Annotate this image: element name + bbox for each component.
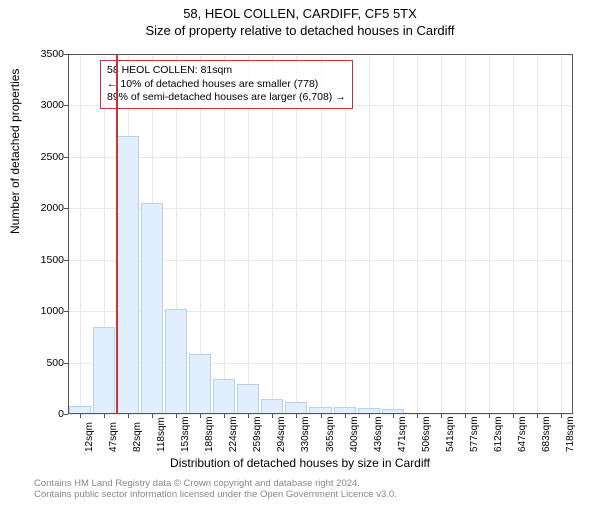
- x-tick-mark: [104, 414, 105, 418]
- x-tick-label: 471sqm: [397, 416, 408, 452]
- footnote-line2: Contains public sector information licen…: [34, 489, 397, 500]
- x-tick-mark: [441, 414, 442, 418]
- y-tick-mark: [64, 311, 68, 312]
- y-tick-label: 3000: [34, 99, 64, 111]
- x-tick-mark: [176, 414, 177, 418]
- histogram-bar: [309, 407, 331, 414]
- gridline-v: [561, 54, 562, 414]
- y-tick-label: 3500: [34, 48, 64, 60]
- x-tick-label: 647sqm: [517, 416, 528, 452]
- histogram-bar: [165, 309, 187, 414]
- histogram-bar: [285, 402, 307, 414]
- x-tick-label: 436sqm: [373, 416, 384, 452]
- histogram-bar: [213, 379, 235, 414]
- x-tick-label: 541sqm: [445, 416, 456, 452]
- y-tick-mark: [64, 208, 68, 209]
- x-tick-mark: [393, 414, 394, 418]
- gridline-v: [80, 54, 81, 414]
- x-tick-label: 82sqm: [132, 422, 143, 452]
- gridline-v: [417, 54, 418, 414]
- y-tick-label: 1500: [34, 254, 64, 266]
- y-axis-label: Number of detached properties: [8, 69, 22, 234]
- x-tick-mark: [321, 414, 322, 418]
- x-tick-label: 506sqm: [421, 416, 432, 452]
- annotation-line1: 58 HEOL COLLEN: 81sqm: [107, 64, 346, 78]
- x-axis-label: Distribution of detached houses by size …: [0, 456, 600, 470]
- gridline-v: [369, 54, 370, 414]
- x-tick-mark: [345, 414, 346, 418]
- gridline-v: [537, 54, 538, 414]
- y-tick-label: 500: [34, 357, 64, 369]
- annotation-line2: ← 10% of detached houses are smaller (77…: [107, 78, 346, 92]
- x-tick-mark: [128, 414, 129, 418]
- x-tick-label: 259sqm: [252, 416, 263, 452]
- y-tick-mark: [64, 54, 68, 55]
- y-tick-label: 1000: [34, 305, 64, 317]
- x-tick-mark: [152, 414, 153, 418]
- x-tick-mark: [200, 414, 201, 418]
- gridline-v: [513, 54, 514, 414]
- histogram-bar: [93, 327, 115, 414]
- x-tick-label: 577sqm: [469, 416, 480, 452]
- x-tick-mark: [489, 414, 490, 418]
- histogram-bar: [261, 399, 283, 414]
- x-tick-mark: [248, 414, 249, 418]
- histogram-bar: [69, 406, 91, 414]
- y-tick-mark: [64, 363, 68, 364]
- annotation-line3: 89% of semi-detached houses are larger (…: [107, 91, 346, 105]
- page-title-line2: Size of property relative to detached ho…: [0, 23, 600, 38]
- gridline-v: [393, 54, 394, 414]
- x-tick-mark: [272, 414, 273, 418]
- x-tick-label: 718sqm: [565, 416, 576, 452]
- x-tick-mark: [80, 414, 81, 418]
- histogram-bar: [117, 136, 139, 414]
- y-tick-mark: [64, 157, 68, 158]
- histogram-bar: [141, 203, 163, 414]
- x-tick-mark: [537, 414, 538, 418]
- histogram-bar: [334, 407, 356, 414]
- reference-line: [116, 54, 118, 414]
- x-tick-label: 12sqm: [84, 422, 95, 452]
- gridline-v: [465, 54, 466, 414]
- x-tick-label: 365sqm: [325, 416, 336, 452]
- gridline-v: [489, 54, 490, 414]
- x-tick-mark: [561, 414, 562, 418]
- histogram-bar: [237, 384, 259, 414]
- x-tick-mark: [513, 414, 514, 418]
- y-tick-label: 0: [34, 408, 64, 420]
- x-tick-label: 224sqm: [228, 416, 239, 452]
- y-tick-label: 2000: [34, 202, 64, 214]
- footnote: Contains HM Land Registry data © Crown c…: [34, 478, 397, 501]
- x-tick-label: 188sqm: [204, 416, 215, 452]
- y-tick-mark: [64, 260, 68, 261]
- annotation-box: 58 HEOL COLLEN: 81sqm ← 10% of detached …: [100, 60, 353, 109]
- y-tick-mark: [64, 105, 68, 106]
- x-tick-label: 400sqm: [349, 416, 360, 452]
- x-tick-mark: [224, 414, 225, 418]
- histogram-bar: [189, 354, 211, 414]
- x-tick-mark: [369, 414, 370, 418]
- gridline-v: [441, 54, 442, 414]
- x-tick-mark: [465, 414, 466, 418]
- x-tick-label: 330sqm: [300, 416, 311, 452]
- footnote-line1: Contains HM Land Registry data © Crown c…: [34, 478, 397, 489]
- x-tick-label: 683sqm: [541, 416, 552, 452]
- x-tick-label: 118sqm: [156, 417, 167, 452]
- y-tick-label: 2500: [34, 151, 64, 163]
- page-title-line1: 58, HEOL COLLEN, CARDIFF, CF5 5TX: [0, 6, 600, 21]
- x-tick-mark: [296, 414, 297, 418]
- y-tick-mark: [64, 414, 68, 415]
- x-tick-mark: [417, 414, 418, 418]
- x-tick-label: 153sqm: [180, 416, 191, 452]
- x-tick-label: 294sqm: [276, 416, 287, 452]
- x-tick-label: 612sqm: [493, 416, 504, 452]
- x-tick-label: 47sqm: [108, 422, 119, 452]
